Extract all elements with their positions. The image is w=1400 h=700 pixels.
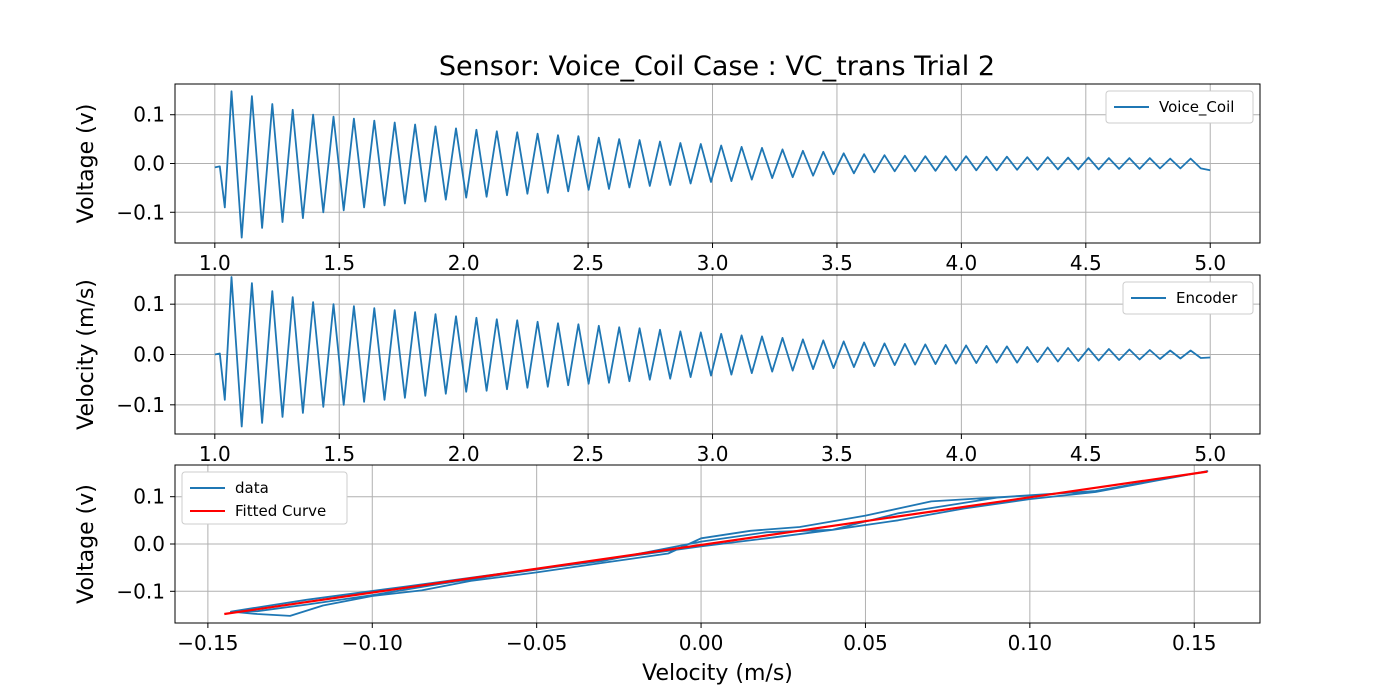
x-tick-label: 2.0 [448, 251, 480, 275]
grid [175, 84, 1260, 243]
x-tick-label: 0.10 [1008, 631, 1053, 655]
x-tick-label: 5.0 [1194, 442, 1226, 466]
x-tick-label: 0.15 [1172, 631, 1217, 655]
legend-label: Encoder [1176, 289, 1238, 307]
y-axis-label: Voltage (v) [74, 484, 99, 604]
y-tick-label: −0.1 [116, 393, 165, 417]
axes-frame [174, 274, 1261, 435]
x-tick-label: 1.0 [199, 251, 231, 275]
grid [175, 275, 1260, 434]
x-tick-label: 0.00 [679, 631, 724, 655]
y-axis-label: Velocity (m/s) [74, 279, 99, 430]
y-tick-label: 0.1 [133, 292, 165, 316]
x-tick-label: −0.05 [506, 631, 567, 655]
x-tick-label: 2.5 [572, 442, 604, 466]
x-tick-label: 4.0 [945, 442, 977, 466]
y-tick-label: 0.1 [133, 485, 165, 509]
x-axis-label: Velocity (m/s) [642, 661, 793, 686]
legend-label: Voice_Coil [1159, 98, 1234, 117]
y-axis-label: Voltage (v) [74, 104, 99, 224]
x-tick-label: −0.15 [177, 631, 238, 655]
legend: Encoder [1122, 281, 1254, 315]
legend-label: Fitted Curve [235, 502, 326, 520]
figure-title: Sensor: Voice_Coil Case : VC_trans Trial… [439, 51, 995, 82]
y-tick-label: −0.1 [116, 200, 165, 224]
series-line-voice-coil [214, 90, 1211, 239]
y-tick-label: 0.1 [133, 103, 165, 127]
velocity-time-panel: 1.0 1.5 2.0 2.5 3.0 3.5 4.0 4.5 5.0 −0.1 0.0 0.1 Vel… [74, 274, 1261, 466]
axes-frame [174, 83, 1261, 244]
x-tick-label: 4.5 [1070, 442, 1102, 466]
legend-box [1105, 90, 1254, 124]
y-tick-label: 0.0 [133, 152, 165, 176]
x-tick-label: 0.05 [843, 631, 888, 655]
fitted-curve-line [224, 470, 1208, 616]
y-tick-label: −0.1 [116, 579, 165, 603]
x-tick-label: 3.5 [821, 442, 853, 466]
legend: data Fitted Curve [181, 471, 348, 525]
voltage-time-panel: 1.0 1.5 2.0 2.5 3.0 3.5 4.0 4.5 5.0 −0.1 0.0 0.1 Vol… [74, 83, 1261, 275]
x-tick-label: 2.0 [448, 442, 480, 466]
voltage-velocity-panel: −0.15 −0.10 −0.05 0.00 0.05 0.10 0.15 −0.1 0.0 0.… [74, 464, 1261, 686]
x-tick-label: 5.0 [1194, 251, 1226, 275]
y-tick-label: 0.0 [133, 343, 165, 367]
x-tick-label: 2.5 [572, 251, 604, 275]
x-tick-label: 4.5 [1070, 251, 1102, 275]
x-tick-label: 3.5 [821, 251, 853, 275]
x-tick-label: 3.0 [697, 442, 729, 466]
legend: Voice_Coil [1105, 90, 1254, 124]
y-tick-label: 0.0 [133, 532, 165, 556]
x-tick-label: 1.0 [199, 442, 231, 466]
legend-label: data [235, 479, 269, 497]
x-tick-label: 1.5 [323, 251, 355, 275]
series-line-encoder [214, 276, 1211, 428]
x-tick-label: 3.0 [697, 251, 729, 275]
axes-frame [174, 464, 1261, 624]
x-tick-label: 1.5 [323, 442, 355, 466]
x-tick-label: 4.0 [945, 251, 977, 275]
legend-box [1122, 281, 1254, 315]
x-tick-label: −0.10 [342, 631, 403, 655]
